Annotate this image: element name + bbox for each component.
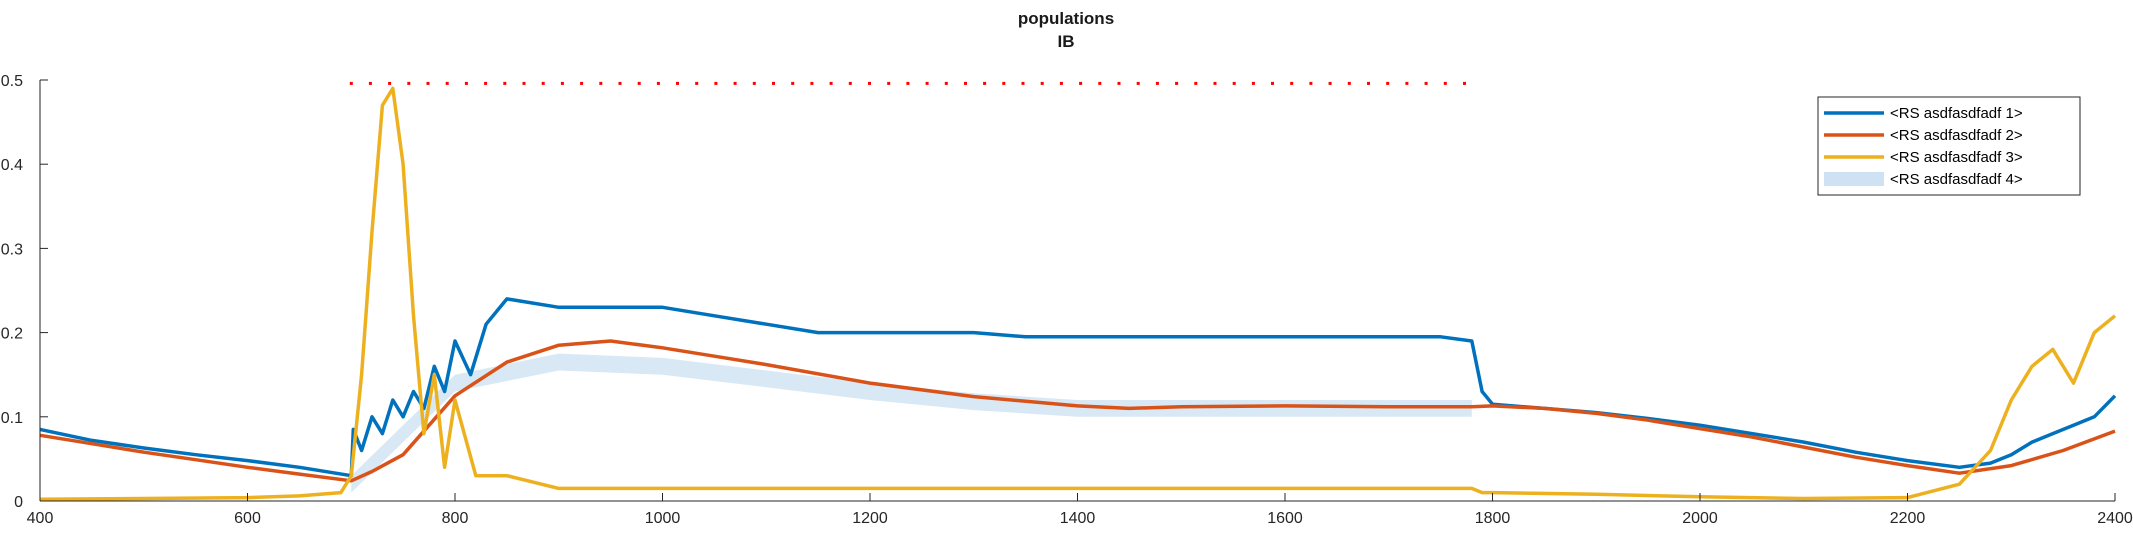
x-tick-label: 800	[442, 510, 469, 527]
x-tick-label: 2200	[1890, 510, 1926, 527]
red-dot	[464, 81, 468, 85]
red-dot	[580, 81, 584, 85]
red-dot	[733, 81, 737, 85]
red-dot	[868, 81, 871, 85]
red-dot	[522, 81, 526, 85]
plot-area	[39, 81, 2117, 502]
red-dot	[829, 81, 833, 85]
series-1-line	[39, 297, 2117, 478]
y-tick-label: 0.4	[1, 157, 23, 174]
red-dot	[656, 81, 660, 85]
red-dot	[1079, 81, 1083, 85]
red-dot	[637, 81, 641, 85]
red-dot	[1232, 81, 1236, 85]
x-tick-label: 600	[234, 510, 261, 527]
red-dot	[1040, 81, 1044, 85]
x-tick-label: 1200	[852, 510, 888, 527]
x-tick-label: 2400	[2097, 510, 2133, 527]
y-tick-label: 0	[14, 494, 23, 511]
y-tick-label: 0.5	[1, 73, 23, 90]
red-dot	[388, 81, 392, 85]
red-dot	[1271, 81, 1274, 85]
red-dot	[618, 81, 622, 85]
series-2-line	[39, 339, 2116, 483]
red-dot	[1367, 81, 1370, 85]
red-dot	[349, 81, 353, 85]
red-dot	[1213, 81, 1217, 85]
red-dot	[1059, 81, 1063, 85]
x-tick-label: 1000	[645, 510, 681, 527]
red-dot	[1136, 81, 1140, 85]
red-dot	[1098, 81, 1102, 85]
legend-label: <RS asdfasdfadf 2>	[1890, 127, 2023, 144]
red-dot	[1328, 81, 1332, 85]
x-tick-label: 400	[27, 510, 54, 527]
legend: <RS asdfasdfadf 1> <RS asdfasdfadf 2> <RS …	[1817, 96, 2081, 196]
legend-label: <RS asdfasdfadf 4>	[1890, 171, 2023, 188]
red-dot	[368, 81, 372, 85]
red-dot	[1117, 81, 1121, 85]
red-dot	[810, 81, 814, 85]
red-dot	[1155, 81, 1159, 85]
red-dot	[1290, 81, 1294, 85]
red-dot	[445, 81, 449, 85]
series-3-line	[39, 86, 2117, 502]
x-tick-label: 2000	[1682, 510, 1718, 527]
legend-label: <RS asdfasdfadf 3>	[1890, 149, 2023, 166]
red-dot	[752, 81, 756, 85]
red-dot	[791, 81, 795, 85]
red-dot	[983, 81, 987, 85]
red-dot	[1424, 81, 1428, 85]
red-dot	[503, 81, 507, 85]
red-dot	[925, 81, 929, 85]
chart-subtitle: IB	[1058, 32, 1075, 51]
chart-title: populations	[1018, 9, 1114, 28]
red-dot	[714, 81, 718, 85]
red-dot	[906, 81, 910, 85]
red-dot	[484, 81, 488, 85]
series-4-area	[351, 353, 1472, 493]
red-dot	[887, 81, 891, 85]
legend-label: <RS asdfasdfadf 1>	[1890, 105, 2023, 122]
red-dot	[772, 81, 775, 85]
red-dot	[1443, 81, 1447, 85]
red-dot	[1405, 81, 1409, 85]
red-dot	[1175, 81, 1179, 85]
red-dot	[676, 81, 679, 85]
legend-swatch	[1824, 172, 1884, 186]
red-dot	[1251, 81, 1255, 85]
y-tick-label: 0.2	[1, 326, 23, 343]
red-dot	[541, 81, 545, 85]
red-dot	[426, 81, 430, 85]
x-tick-label: 1800	[1475, 510, 1511, 527]
y-tick-label: 0.3	[1, 241, 23, 258]
axes: 400 600 800 1000 1200 1400 1600 1800 2000 2200 240…	[1, 73, 2133, 527]
red-dot	[1309, 81, 1313, 85]
x-tick-label: 1600	[1267, 510, 1303, 527]
red-dot	[560, 81, 564, 85]
red-dot	[1021, 81, 1025, 85]
y-tick-label: 0.1	[1, 410, 23, 427]
red-dot	[1386, 81, 1390, 85]
red-dot	[1347, 81, 1351, 85]
red-dot	[848, 81, 852, 85]
red-dot	[1463, 81, 1466, 85]
red-dot	[599, 81, 603, 85]
x-tick-label: 1400	[1060, 510, 1096, 527]
red-dot	[1194, 81, 1198, 85]
red-dot	[695, 81, 699, 85]
red-dot	[1002, 81, 1006, 85]
red-dot	[944, 81, 948, 85]
red-dot	[964, 81, 967, 85]
red-dot	[407, 81, 411, 85]
